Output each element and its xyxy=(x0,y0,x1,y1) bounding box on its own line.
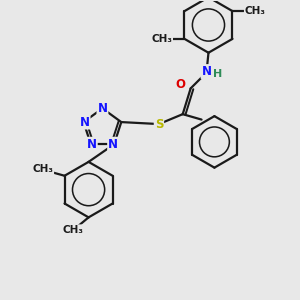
Text: S: S xyxy=(155,118,163,130)
Text: N: N xyxy=(202,65,212,78)
Text: N: N xyxy=(108,138,118,151)
Text: O: O xyxy=(176,78,186,91)
Text: N: N xyxy=(98,102,107,115)
Text: N: N xyxy=(87,138,97,151)
Text: CH₃: CH₃ xyxy=(151,34,172,44)
Text: N: N xyxy=(80,116,90,129)
Text: CH₃: CH₃ xyxy=(245,6,266,16)
Text: CH₃: CH₃ xyxy=(62,225,83,235)
Text: H: H xyxy=(213,68,222,79)
Text: CH₃: CH₃ xyxy=(32,164,53,174)
